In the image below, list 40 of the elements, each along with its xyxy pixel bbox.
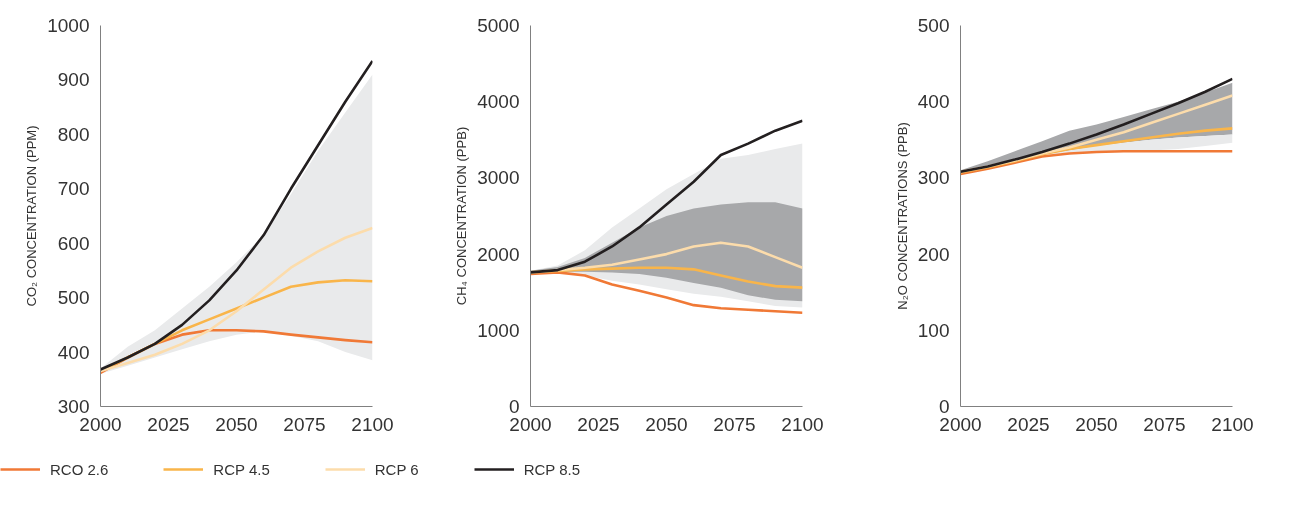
line-series: [530, 271, 803, 315]
y-tick-label: 500: [917, 15, 950, 36]
legend-label: RCP 4.5: [213, 460, 270, 478]
line-series: [100, 226, 373, 373]
x-tick-label: 2100: [1211, 413, 1254, 435]
x-tick-label: 2025: [147, 413, 190, 435]
x-tick-label: 2100: [351, 413, 394, 435]
y-axis-title: CO₂ CONCENTRATION (PPM): [24, 125, 40, 307]
y-tick-label: 900: [57, 69, 90, 91]
x-tick-label: 2075: [713, 413, 756, 435]
legend-label: RCP 6: [374, 460, 419, 478]
y-tick-label: 400: [917, 91, 950, 113]
y-tick-label: 600: [57, 232, 90, 254]
x-tick-label: 2025: [577, 413, 620, 435]
y-tick-label: 3000: [477, 167, 520, 189]
x-tick-label: 2025: [1007, 413, 1050, 435]
x-tick-label: 2075: [1143, 413, 1186, 435]
legend-label: RCO 2.6: [50, 460, 109, 478]
y-tick-label: 400: [57, 341, 90, 363]
y-tick-label: 100: [917, 319, 950, 341]
x-tick-label: 2050: [645, 413, 688, 435]
y-tick-label: 800: [57, 123, 90, 145]
y-tick-label: 700: [57, 178, 90, 200]
y-tick-label: 2000: [477, 243, 520, 265]
line-series: [960, 149, 1233, 176]
line-series: [530, 119, 803, 274]
x-tick-label: 2050: [1075, 413, 1118, 435]
y-tick-label: 200: [917, 243, 950, 265]
y-tick-label: 300: [917, 167, 950, 189]
x-tick-label: 2100: [781, 413, 824, 435]
y-axis-title: N₂O CONCENTRATIONS (PPB): [894, 122, 910, 310]
y-tick-label: 4000: [477, 91, 520, 113]
x-tick-label: 2050: [215, 413, 258, 435]
y-tick-label: 1000: [47, 15, 90, 36]
y-tick-label: 1000: [477, 319, 520, 341]
x-tick-label: 2075: [283, 413, 326, 435]
legend-label: RCP 8.5: [523, 460, 581, 478]
y-tick-label: 500: [57, 287, 90, 309]
y-tick-label: 5000: [477, 15, 520, 36]
y-axis-title: CH₄ CONCENTRATION (PPB): [454, 126, 470, 306]
